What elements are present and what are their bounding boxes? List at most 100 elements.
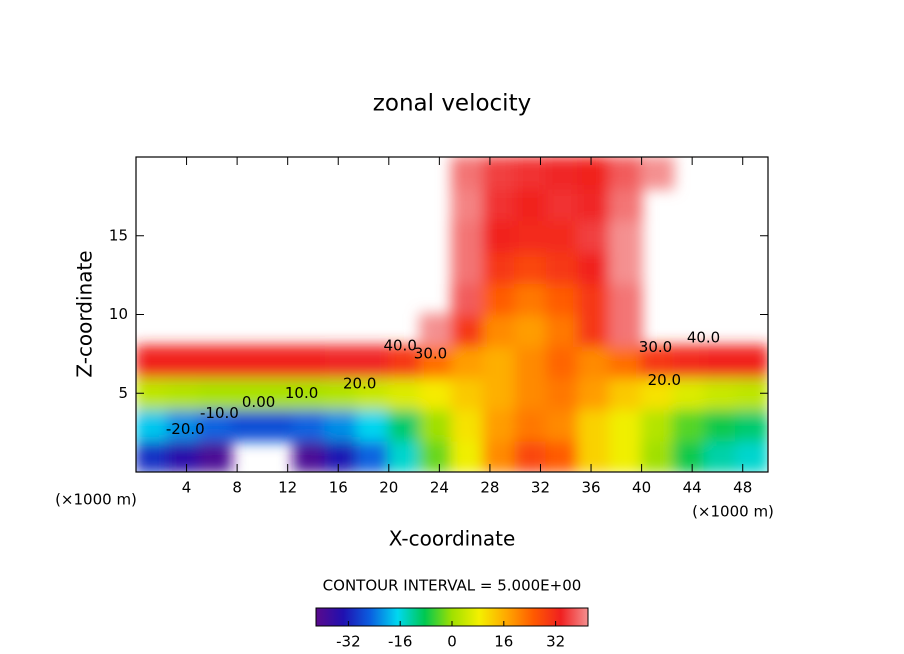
field-cell: [387, 376, 422, 410]
field-cell: [451, 219, 485, 253]
x-unit-left: (×1000 m): [55, 491, 137, 509]
x-tick-label: 44: [683, 479, 702, 497]
field-cell: [451, 345, 485, 379]
field-cell: [577, 376, 611, 410]
field-cell: [229, 345, 264, 379]
field-cell: [609, 376, 643, 410]
field-cell: [451, 439, 485, 472]
contour-label: 20.0: [648, 371, 681, 389]
field-cell: [545, 250, 580, 284]
contour-label: 30.0: [414, 344, 447, 362]
field-cell: [545, 408, 580, 442]
contour-label: 20.0: [343, 374, 376, 392]
field-cell: [545, 313, 580, 347]
field-cell: [703, 408, 738, 442]
field-cell: [451, 187, 485, 221]
field-cell: [514, 439, 548, 472]
field-cell: [609, 187, 643, 221]
x-tick-label: 32: [531, 479, 550, 497]
field-cell: [514, 408, 548, 442]
field-cell: [640, 408, 675, 442]
field-cell: [577, 408, 611, 442]
field-cell: [514, 157, 548, 190]
contour-label: -20.0: [166, 420, 205, 438]
field-cell: [577, 250, 611, 284]
field-cell: [482, 408, 517, 442]
x-axis-label: X-coordinate: [389, 527, 516, 551]
field-cell: [261, 345, 295, 379]
field-cell: [640, 376, 675, 410]
field-cell: [609, 219, 643, 253]
field-cell: [577, 282, 611, 316]
colorbar-tick-label: -32: [336, 633, 361, 651]
field-cell: [261, 408, 295, 442]
y-axis-label: Z-coordinate: [73, 250, 97, 377]
field-cell: [735, 345, 768, 379]
field-cell: [387, 439, 422, 472]
field-cell: [419, 376, 453, 410]
field-cell: [482, 282, 517, 316]
field-cell: [229, 376, 264, 410]
contour-label: 30.0: [639, 338, 672, 356]
chart-title: zonal velocity: [373, 91, 531, 117]
field-cell: [482, 376, 517, 410]
field-cell: [451, 376, 485, 410]
contour-interval: CONTOUR INTERVAL = 5.000E+00: [323, 577, 582, 595]
contour-label: 40.0: [687, 329, 720, 347]
field-cell: [229, 408, 264, 442]
x-tick-label: 48: [733, 479, 752, 497]
field-cell: [356, 439, 390, 472]
colorbar-tick-label: 32: [546, 633, 565, 651]
field-cell: [166, 408, 201, 442]
y-tick-label: 5: [118, 384, 128, 402]
x-tick-label: 24: [430, 479, 449, 497]
x-tick-label: 16: [329, 479, 348, 497]
colorbar-tick-label: 16: [494, 633, 513, 651]
colorbar-tick-label: -16: [388, 633, 413, 651]
field-cell: [545, 345, 580, 379]
field-cell: [703, 345, 738, 379]
field-cell: [387, 345, 422, 379]
x-tick-label: 8: [232, 479, 242, 497]
field-cell: [672, 345, 706, 379]
contour-label: 0.00: [242, 393, 275, 411]
field-cell: [609, 313, 643, 347]
colorbar-tick-label: 0: [447, 633, 457, 651]
field-cell: [136, 408, 169, 442]
field-cell: [545, 219, 580, 253]
field-cell: [577, 187, 611, 221]
field-cell: [703, 376, 738, 410]
field-cell: [735, 439, 768, 472]
contour-label: -10.0: [200, 404, 239, 422]
field-cell: [419, 408, 453, 442]
contour-label: 10.0: [285, 384, 318, 402]
x-tick-label: 28: [480, 479, 499, 497]
field-cell: [419, 313, 453, 347]
field-cell: [482, 439, 517, 472]
field-cell: [609, 250, 643, 284]
field-cell: [324, 345, 359, 379]
field-cell: [514, 219, 548, 253]
field-cell: [451, 408, 485, 442]
field-cell: [609, 408, 643, 442]
field-cell: [735, 408, 768, 442]
field-cell: [514, 282, 548, 316]
field-cell: [293, 376, 327, 410]
field-cell: [482, 157, 517, 190]
field-cell: [387, 408, 422, 442]
field-cell: [482, 250, 517, 284]
field-cell: [324, 439, 359, 472]
field-cell: [419, 345, 453, 379]
field-cell: [609, 282, 643, 316]
field-cell: [324, 408, 359, 442]
field-cell: [577, 345, 611, 379]
field-cell: [514, 376, 548, 410]
field: [136, 157, 768, 472]
field-cell: [577, 439, 611, 472]
x-tick-label: 4: [182, 479, 192, 497]
field-cell: [293, 408, 327, 442]
field-cell: [609, 439, 643, 472]
field-cell: [166, 439, 201, 472]
field-cell: [577, 219, 611, 253]
